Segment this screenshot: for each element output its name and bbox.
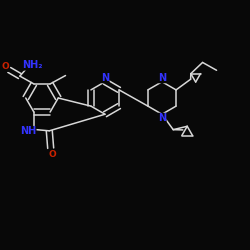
Text: N: N — [158, 73, 166, 83]
Text: NH: NH — [20, 126, 36, 136]
Text: O: O — [1, 62, 9, 72]
Text: N: N — [101, 73, 109, 83]
Text: O: O — [49, 150, 56, 159]
Text: N: N — [158, 113, 166, 123]
Text: NH₂: NH₂ — [22, 60, 43, 70]
